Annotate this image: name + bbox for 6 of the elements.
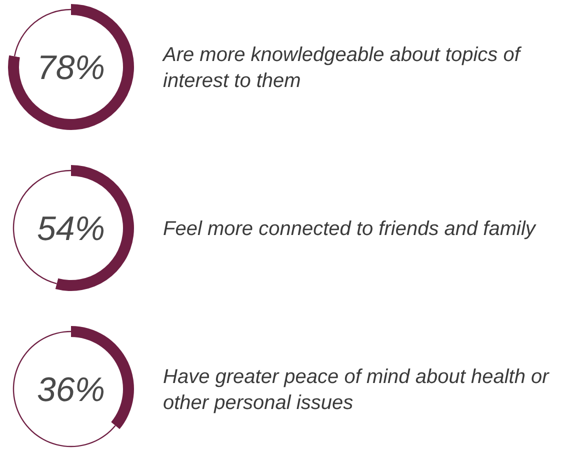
- text: 36%: [36, 370, 106, 409]
- text: 78%: [36, 48, 106, 87]
- text: 54%: [36, 210, 106, 248]
- text: Have greater peace of mind about health or other personal issues: [163, 366, 550, 414]
- text: Feel more connected to friends and family: [163, 218, 536, 240]
- text: Are more knowledgeable about topics of interest to them: [162, 44, 522, 92]
